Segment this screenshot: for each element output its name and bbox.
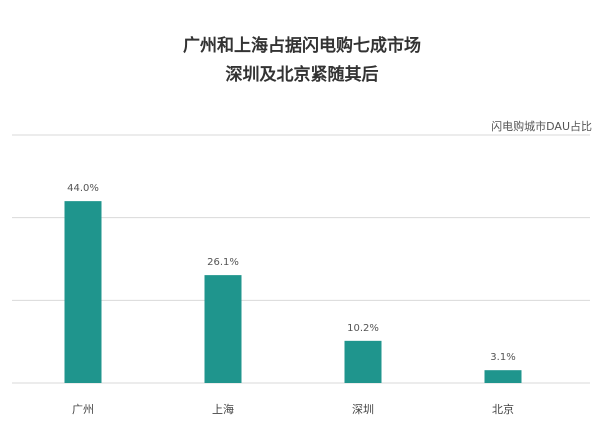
chart-title-line-1: 广州和上海占据闪电购七成市场 xyxy=(183,35,421,56)
category-label-0: 广州 xyxy=(72,403,94,416)
bar-2 xyxy=(344,340,382,383)
value-label-3: 3.1% xyxy=(490,352,515,363)
value-labels: 44.0% 26.1% 10.2% 3.1% xyxy=(67,183,516,363)
category-label-2: 深圳 xyxy=(352,403,374,416)
value-label-2: 10.2% xyxy=(347,323,379,334)
value-label-1: 26.1% xyxy=(207,257,239,268)
bar-3 xyxy=(484,370,522,383)
category-labels: 广州 上海 深圳 北京 xyxy=(72,402,514,416)
bar-0 xyxy=(64,201,102,383)
series-label: 闪电购城市DAU占比 xyxy=(491,119,592,133)
bar-1 xyxy=(204,275,242,383)
chart-title: 广州和上海占据闪电购七成市场 深圳及北京紧随其后 xyxy=(183,35,421,85)
category-label-1: 上海 xyxy=(212,402,234,416)
value-label-0: 44.0% xyxy=(67,183,99,194)
chart-title-line-2: 深圳及北京紧随其后 xyxy=(226,64,379,85)
bars xyxy=(64,201,522,383)
category-label-3: 北京 xyxy=(492,402,514,416)
